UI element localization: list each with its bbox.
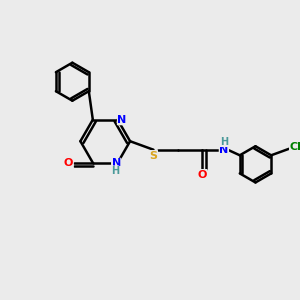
Text: N: N <box>112 158 121 168</box>
Text: Cl: Cl <box>290 142 300 152</box>
Text: O: O <box>198 169 207 180</box>
Text: S: S <box>149 151 158 160</box>
Text: O: O <box>64 158 73 168</box>
Text: H: H <box>111 166 119 176</box>
Text: N: N <box>117 115 127 125</box>
Text: N: N <box>219 145 229 155</box>
Text: H: H <box>220 136 228 146</box>
